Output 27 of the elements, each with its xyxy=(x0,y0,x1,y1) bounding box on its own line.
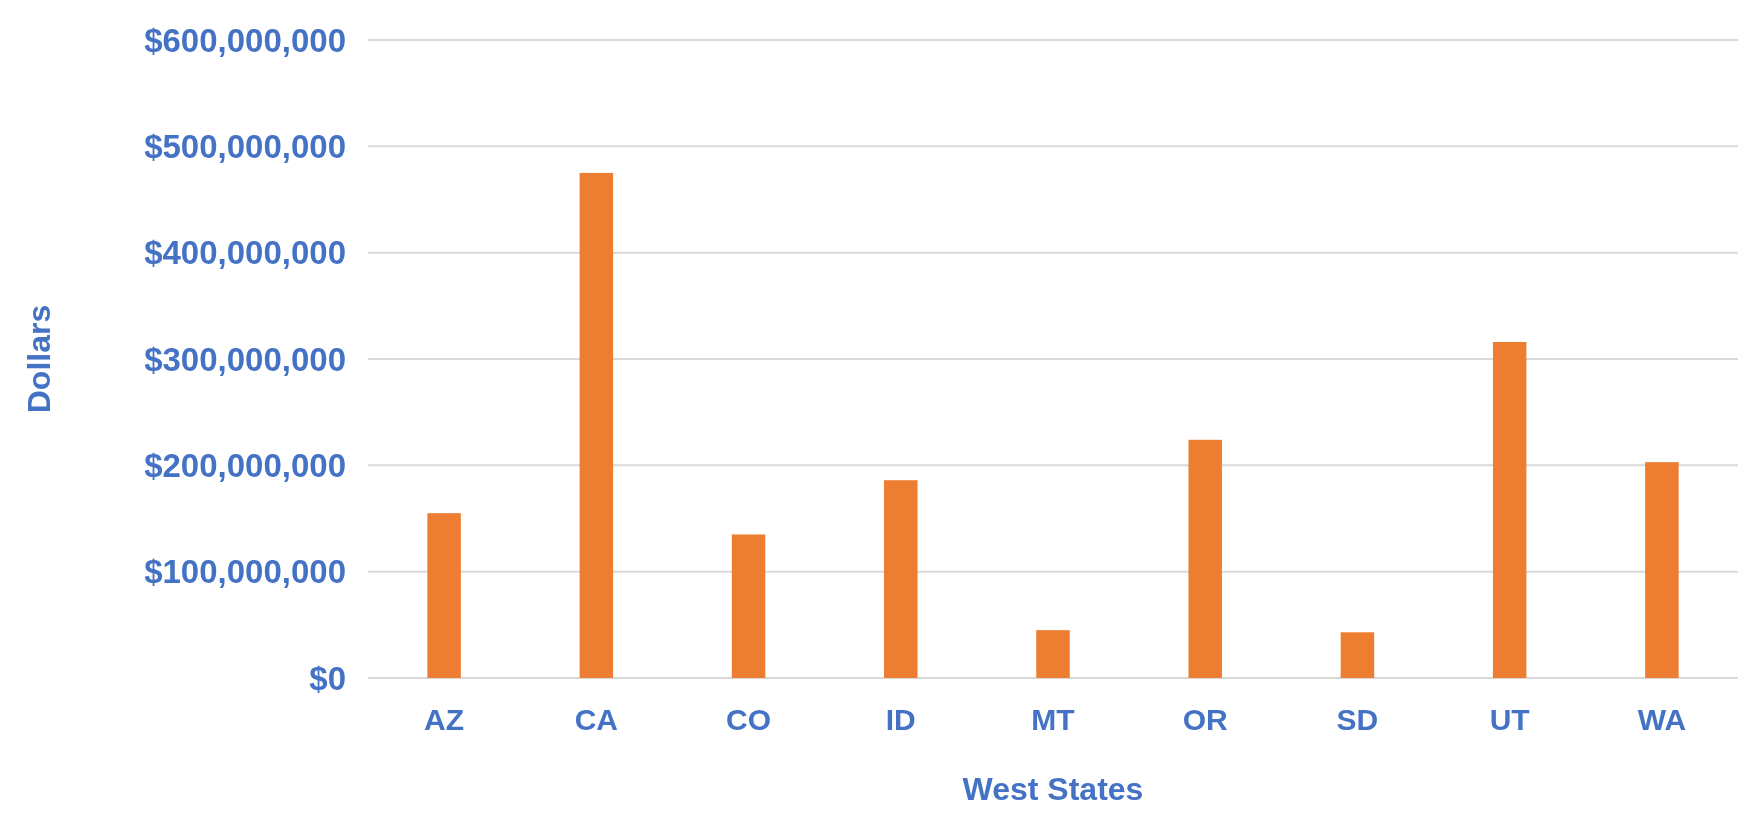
x-tick-label: MT xyxy=(1031,703,1075,736)
y-axis-title: Dollars xyxy=(21,304,57,414)
x-tick-label: SD xyxy=(1336,703,1379,736)
y-tick-label: $300,000,000 xyxy=(144,340,346,378)
bar xyxy=(1492,341,1527,678)
x-tick-label: WA xyxy=(1637,703,1687,736)
y-tick-label: $0 xyxy=(309,659,346,697)
bar xyxy=(1645,462,1679,678)
y-tick-label: $400,000,000 xyxy=(144,234,346,272)
y-tick-label: $200,000,000 xyxy=(144,446,346,484)
x-tick-label: CO xyxy=(726,703,772,736)
bar xyxy=(427,513,461,678)
x-tick-label: AZ xyxy=(424,703,465,736)
y-tick-label: $100,000,000 xyxy=(144,553,346,591)
x-tick-label: UT xyxy=(1489,703,1530,736)
x-tick-label: OR xyxy=(1182,703,1229,736)
y-tick-label: $500,000,000 xyxy=(144,127,346,165)
bar xyxy=(884,480,918,678)
bar xyxy=(579,172,614,678)
x-axis-title: West States xyxy=(962,771,1144,807)
y-tick-label: $600,000,000 xyxy=(144,21,346,59)
bar xyxy=(1188,439,1222,678)
x-tick-label: CA xyxy=(574,703,619,736)
bar xyxy=(1036,630,1070,678)
x-tick-label: ID xyxy=(885,703,916,736)
bar xyxy=(1340,632,1375,678)
bar xyxy=(731,534,766,678)
